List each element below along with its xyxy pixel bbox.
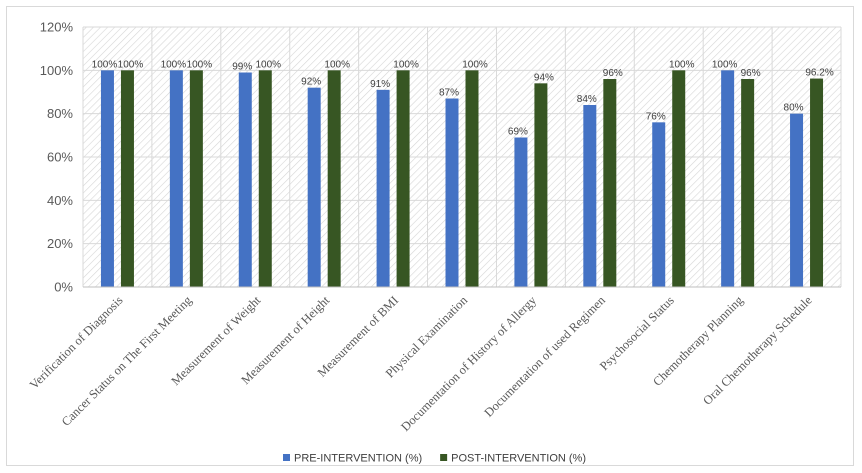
y-tick-label: 80% bbox=[47, 106, 73, 121]
data-label-post: 94% bbox=[534, 72, 554, 83]
data-label-pre: 76% bbox=[646, 111, 666, 122]
data-label-pre: 87% bbox=[439, 88, 459, 99]
bar-post bbox=[327, 70, 341, 287]
bar-pre bbox=[583, 105, 597, 287]
data-label-pre: 100% bbox=[92, 59, 118, 70]
data-label-pre: 100% bbox=[712, 59, 738, 70]
bar-pre bbox=[514, 137, 528, 287]
bar-pre bbox=[376, 89, 390, 287]
data-label-post: 100% bbox=[118, 59, 144, 70]
legend-label-pre: PRE-INTERVENTION (%) bbox=[294, 453, 422, 465]
x-category-label: Psychosocial Status bbox=[597, 293, 677, 373]
legend-swatch-post bbox=[440, 454, 448, 461]
bar-pre bbox=[307, 87, 321, 288]
y-tick-label: 0% bbox=[54, 280, 73, 295]
data-label-pre: 91% bbox=[370, 79, 390, 90]
data-label-post: 100% bbox=[324, 59, 350, 70]
data-label-pre: 84% bbox=[577, 94, 597, 105]
data-label-pre: 69% bbox=[508, 127, 528, 138]
bar-post bbox=[741, 79, 755, 287]
x-category-label: Oral Chemotherapy Schedule bbox=[700, 293, 815, 408]
bar-post bbox=[465, 70, 479, 287]
y-tick-label: 60% bbox=[47, 150, 73, 165]
data-label-post: 100% bbox=[462, 59, 488, 70]
data-labels: 100% 100% 99%92% 91%87%69%84%76%100%80%100%… bbox=[92, 59, 834, 137]
data-label-post: 100% bbox=[393, 59, 419, 70]
data-label-post: 96% bbox=[741, 68, 761, 79]
bar-pre bbox=[790, 113, 804, 288]
y-tick-label: 100% bbox=[40, 63, 74, 78]
legend-label-post: POST-INTERVENTION (%) bbox=[451, 453, 586, 465]
x-category-label: Documentation of used Regimen bbox=[481, 293, 608, 420]
data-label-post: 96% bbox=[603, 68, 623, 79]
gridlines bbox=[82, 26, 842, 288]
bar-pre bbox=[721, 70, 735, 287]
y-tick-label: 120% bbox=[40, 20, 74, 35]
bar-pre bbox=[238, 72, 252, 287]
data-label-post: 96.2% bbox=[805, 68, 833, 79]
bar-post bbox=[258, 70, 272, 287]
bar-post bbox=[534, 83, 548, 287]
bar-pre bbox=[652, 122, 666, 287]
legend-swatch-pre bbox=[283, 454, 290, 461]
bar-pre bbox=[445, 98, 459, 287]
data-label-post: 100% bbox=[669, 59, 695, 70]
data-label-pre: 99% bbox=[232, 62, 252, 73]
bars bbox=[100, 70, 824, 288]
y-tick-label: 20% bbox=[47, 236, 73, 251]
data-label-post: 100% bbox=[255, 59, 281, 70]
bar-pre bbox=[169, 70, 183, 287]
data-label-pre: 100% bbox=[161, 59, 187, 70]
x-category-label: Documentation of History of Allergy bbox=[398, 293, 539, 434]
data-label-pre: 92% bbox=[301, 77, 321, 88]
data-label-post: 100% bbox=[187, 59, 213, 70]
data-label-pre: 80% bbox=[784, 103, 804, 114]
bar-post bbox=[603, 79, 617, 287]
bar-post bbox=[672, 70, 686, 287]
bar-pre bbox=[100, 70, 114, 287]
bar-post bbox=[396, 70, 410, 287]
bar-post bbox=[120, 70, 134, 287]
bar-post bbox=[810, 78, 824, 287]
legend: PRE-INTERVENTION (%) POST-INTERVENTION (%… bbox=[283, 453, 586, 465]
y-axis: 0% 20% 40% 60% 80% 100% 120% bbox=[40, 20, 74, 295]
bar-post bbox=[189, 70, 203, 287]
y-tick-label: 40% bbox=[47, 193, 73, 208]
x-category-label: Cancer Status on The First Meeting bbox=[59, 293, 195, 429]
